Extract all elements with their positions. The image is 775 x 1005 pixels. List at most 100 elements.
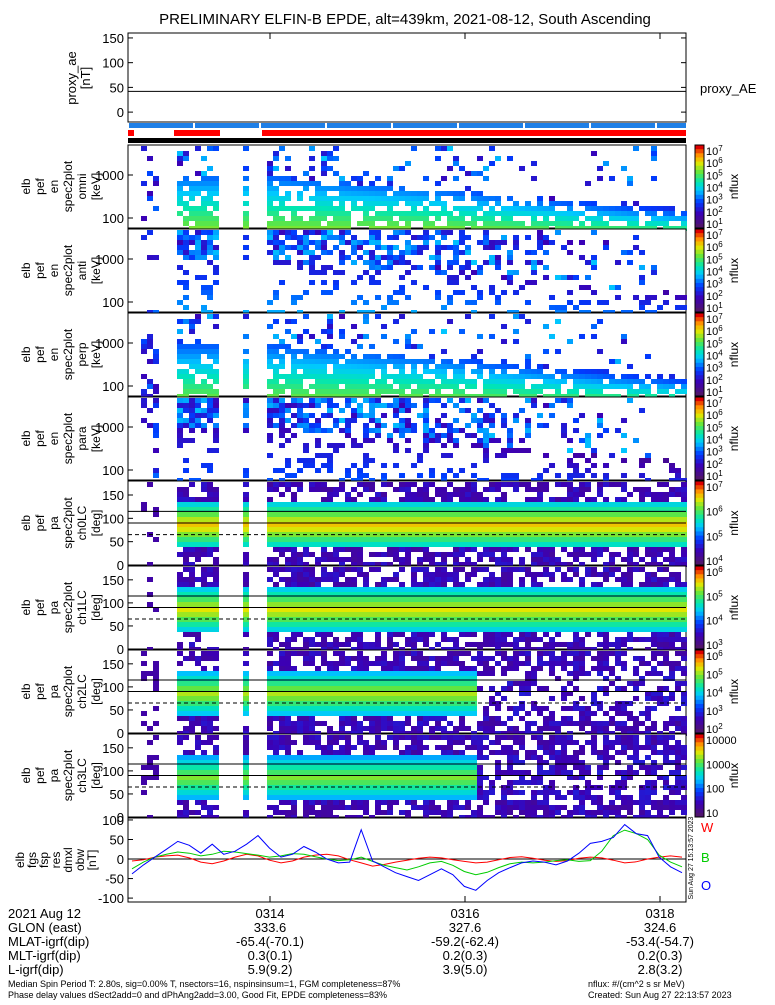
heatmap-cell [393,379,399,384]
heatmap-cell [471,597,477,602]
heatmap-cell [465,314,471,319]
heatmap-cell [681,597,687,602]
colorbar-cell [695,616,704,621]
heatmap-cell [285,557,291,562]
heatmap-cell [351,552,357,557]
heatmap-cell [483,567,489,572]
heatmap-cell [423,487,429,492]
heatmap-cell [591,216,597,221]
heatmap-cell [351,706,357,711]
heatmap-cell [303,572,309,577]
heatmap-cell [357,557,363,562]
heatmap-cell [363,369,369,374]
heatmap-cell [489,314,495,319]
colorbar-cell [695,199,704,204]
heatmap-cell [573,552,579,557]
heatmap-cell [591,557,597,562]
heatmap-cell [537,612,543,617]
heatmap-cell [471,527,477,532]
heatmap-cell [423,196,429,201]
heatmap-cell [543,275,549,280]
heatmap-cell [369,354,375,359]
heatmap-cell [195,384,201,389]
heatmap-cell [519,517,525,522]
heatmap-cell [525,354,531,359]
heatmap-cell [621,211,627,216]
heatmap-cell [297,572,303,577]
heatmap-cell [141,235,147,240]
heatmap-cell [525,300,531,305]
heatmap-cell [291,502,297,507]
heatmap-cell [513,211,519,216]
heatmap-cell [435,582,441,587]
heatmap-cell [495,517,501,522]
heatmap-cell [195,240,201,245]
heatmap-cell [279,587,285,592]
heatmap-cell [585,389,591,394]
heatmap-cell [321,329,327,334]
heatmap-cell [573,567,579,572]
heatmap-cell [207,146,213,151]
heatmap-cell [375,389,381,394]
heatmap-cell [597,374,603,379]
heatmap-cell [369,250,375,255]
heatmap-cell [477,201,483,206]
heatmap-cell [279,398,285,403]
heatmap-cell [507,567,513,572]
heatmap-cell [315,557,321,562]
heatmap-cell [195,721,201,726]
heatmap-cell [339,482,345,487]
heatmap-cell [453,637,459,642]
heatmap-cell [681,642,687,647]
heatmap-cell [177,502,183,507]
heatmap-cell [321,349,327,354]
heatmap-cell [327,403,333,408]
heatmap-cell [375,403,381,408]
heatmap-cell [645,627,651,632]
heatmap-cell [549,334,555,339]
heatmap-cell [633,622,639,627]
heatmap-cell [519,622,525,627]
heatmap-cell [201,275,207,280]
heatmap-cell [399,433,405,438]
heatmap-cell [375,637,381,642]
heatmap-cell [561,517,567,522]
heatmap-cell [579,369,585,374]
heatmap-cell [315,240,321,245]
heatmap-cell [333,216,339,221]
heatmap-cell [507,206,513,211]
heatmap-cell [465,557,471,562]
heatmap-cell [303,364,309,369]
heatmap-cell [207,295,213,300]
heatmap-cell [435,389,441,394]
heatmap-cell [681,547,687,552]
heatmap-cell [567,448,573,453]
heatmap-cell [405,344,411,349]
heatmap-cell [321,389,327,394]
heatmap-cell [387,632,393,637]
heatmap-cell [399,186,405,191]
heatmap-cell [567,374,573,379]
heatmap-cell [315,186,321,191]
heatmap-cell [651,642,657,647]
heatmap-cell [489,255,495,260]
heatmap-cell [651,176,657,181]
heatmap-cell [507,597,513,602]
heatmap-cell [207,384,213,389]
heatmap-cell [591,369,597,374]
heatmap-cell [153,255,159,260]
heatmap-cell [585,622,591,627]
heatmap-cell [549,552,555,557]
heatmap-cell [363,270,369,275]
axis-label: [keV] [89,173,103,200]
heatmap-cell [609,587,615,592]
heatmap-cell [567,216,573,221]
heatmap-cell [681,497,687,502]
heatmap-cell [399,582,405,587]
heatmap-cell [189,696,195,701]
heatmap-cell [177,151,183,156]
heatmap-cell [273,191,279,196]
heatmap-cell [447,517,453,522]
heatmap-cell [387,726,393,731]
heatmap-cell [273,696,279,701]
